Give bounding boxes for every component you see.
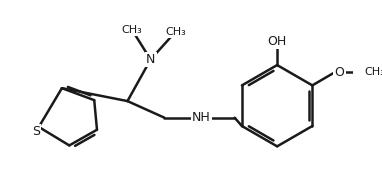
Text: CH₃: CH₃	[165, 27, 186, 37]
Text: CH₃: CH₃	[364, 68, 382, 77]
Text: NH: NH	[192, 111, 211, 124]
Text: OH: OH	[267, 35, 287, 48]
Text: N: N	[146, 53, 155, 66]
Text: CH₃: CH₃	[122, 25, 142, 35]
Text: O: O	[335, 66, 345, 79]
Text: S: S	[32, 125, 40, 138]
